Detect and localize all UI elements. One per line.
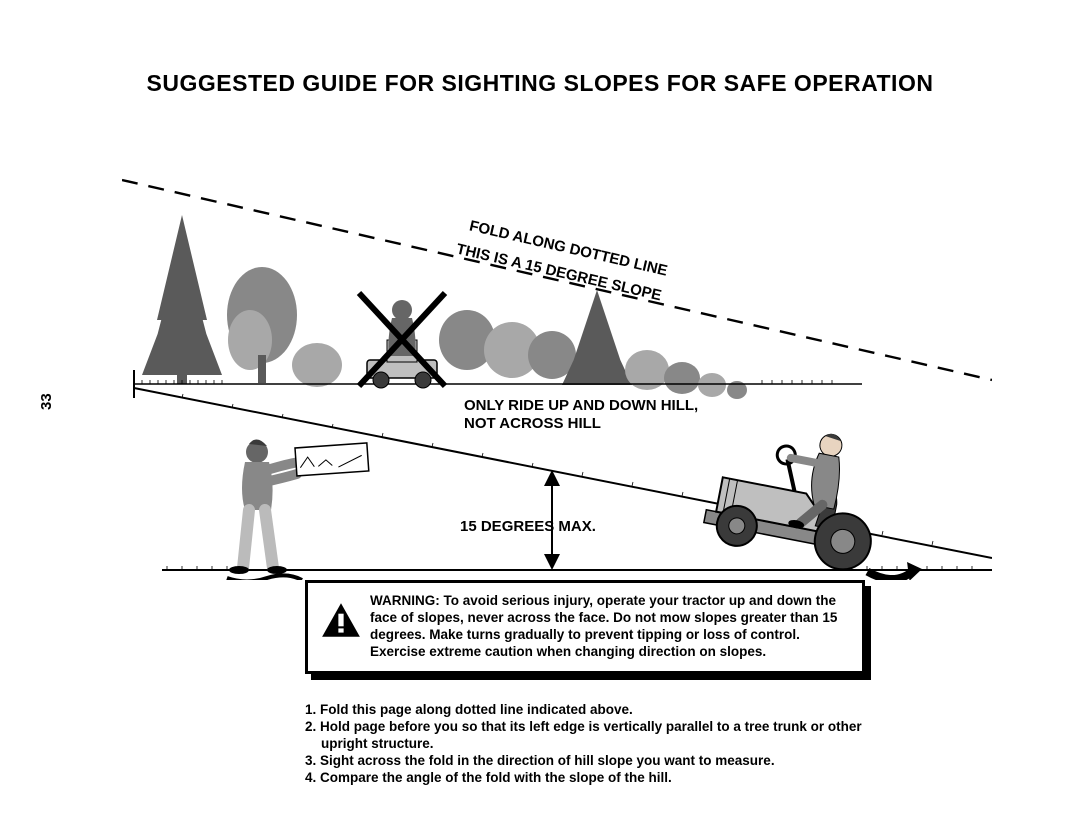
warning-box: WARNING: To avoid serious injury, operat… xyxy=(305,580,865,674)
trees-group xyxy=(142,215,747,399)
warning-text: WARNING: To avoid serious injury, operat… xyxy=(370,593,848,661)
standing-person xyxy=(227,439,369,580)
instruction-item: 4. Compare the angle of the fold with th… xyxy=(305,770,905,787)
ride-direction-label: ONLY RIDE UP AND DOWN HILL, NOT ACROSS H… xyxy=(464,397,698,433)
instructions-list: 1. Fold this page along dotted line indi… xyxy=(305,702,905,786)
horizon-line xyxy=(134,380,862,384)
ride-label-line1: ONLY RIDE UP AND DOWN HILL, xyxy=(464,397,698,414)
warning-icon xyxy=(320,601,362,639)
instruction-item: 1. Fold this page along dotted line indi… xyxy=(305,702,905,719)
page-title: SUGGESTED GUIDE FOR SIGHTING SLOPES FOR … xyxy=(0,70,1080,97)
max-degrees-label: 15 DEGREES MAX. xyxy=(460,518,596,535)
riding-tractor xyxy=(700,413,944,580)
instruction-item: 3. Sight across the fold in the directio… xyxy=(305,753,905,770)
page-number: 33 xyxy=(38,393,55,410)
ride-label-line2: NOT ACROSS HILL xyxy=(464,415,601,432)
wrong-rider xyxy=(359,293,445,388)
instruction-item: 2. Hold page before you so that its left… xyxy=(305,719,905,753)
slope-diagram: FOLD ALONG DOTTED LINE THIS IS A 15 DEGR… xyxy=(122,140,992,580)
diagram-svg xyxy=(122,140,992,580)
warning-lead: WARNING: xyxy=(370,593,440,608)
warning-body: To avoid serious injury, operate your tr… xyxy=(370,593,837,659)
